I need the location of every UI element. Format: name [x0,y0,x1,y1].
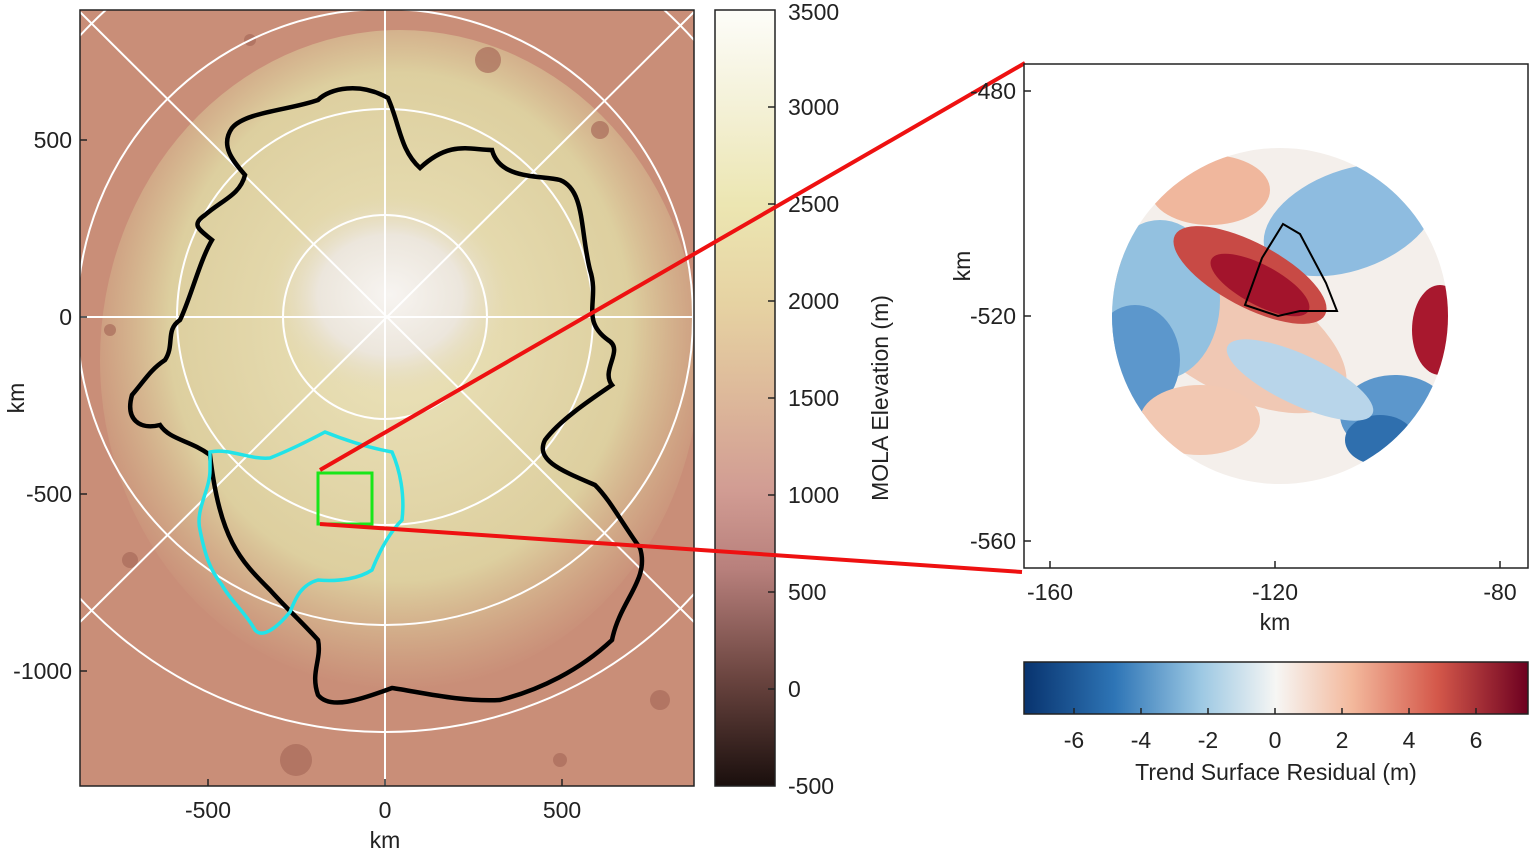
map-x-tick-label: 0 [379,797,392,823]
residual-tick-label: 2 [1336,727,1349,753]
cyan-outline [197,430,405,635]
zoom-x-tick-label: -120 [1252,579,1298,605]
residual-tick-label: -2 [1198,727,1218,753]
map-y-tick-label: -500 [26,481,72,507]
residual-tick-label: 6 [1470,727,1483,753]
residual-map: -160 -120 -80 -480 -520 -560 km km [949,63,1529,635]
elevation-colorbar-label: MOLA Elevation (m) [867,295,893,501]
map-y-tick-label: 500 [34,127,72,153]
map-y-tick-label: 0 [59,304,72,330]
elevation-tick-label: -500 [788,773,834,799]
map-y-axis-label: km [3,383,29,414]
zoom-x-axis-label: km [1260,609,1291,635]
residual-tick-label: -6 [1064,727,1084,753]
zoom-y-tick-label: -480 [970,78,1016,104]
elevation-tick-label: 3500 [788,0,839,25]
elevation-colorbar-gradient [714,9,776,787]
elevation-tick-label: 500 [788,579,826,605]
residual-tick-label: 0 [1269,727,1282,753]
black-outline [128,86,645,705]
map-frame [79,9,695,787]
feature-outline [1243,222,1339,318]
zoom-y-axis-label: km [949,251,975,282]
zoom-y-tick-label: -520 [970,303,1016,329]
map-x-tick-label: -500 [185,797,231,823]
zoom-y-tick-label: -560 [970,528,1016,554]
elevation-tick-label: 1500 [788,385,839,411]
elevation-tick-label: 3000 [788,94,839,120]
residual-colorbar-label: Trend Surface Residual (m) [1135,759,1417,785]
zoom-connectors [319,61,1026,574]
map-x-tick-label: 500 [543,797,581,823]
elevation-map: -500 0 500 500 0 -500 -1000 km km [3,9,695,853]
craters [104,34,670,776]
residual-tick-label: 4 [1403,727,1416,753]
zoom-x-tick-label: -160 [1027,579,1073,605]
map-x-axis-label: km [370,827,401,853]
map-ticks [80,139,563,786]
residual-colorbar-gradient [1023,661,1529,715]
residual-tick-label: -4 [1131,727,1152,753]
elevation-tick-label: 0 [788,676,801,702]
ice-cap [270,195,510,395]
map-y-tick-label: -1000 [13,658,72,684]
elevation-tick-label: 1000 [788,482,839,508]
elevation-colorbar: 3500 3000 2500 2000 1500 1000 500 0 -500… [714,0,893,799]
residual-colorbar: -6 -4 -2 0 2 4 6 Trend Surface Residual … [1023,661,1529,785]
elevation-tick-label: 2000 [788,288,839,314]
zoom-x-tick-label: -80 [1483,579,1516,605]
